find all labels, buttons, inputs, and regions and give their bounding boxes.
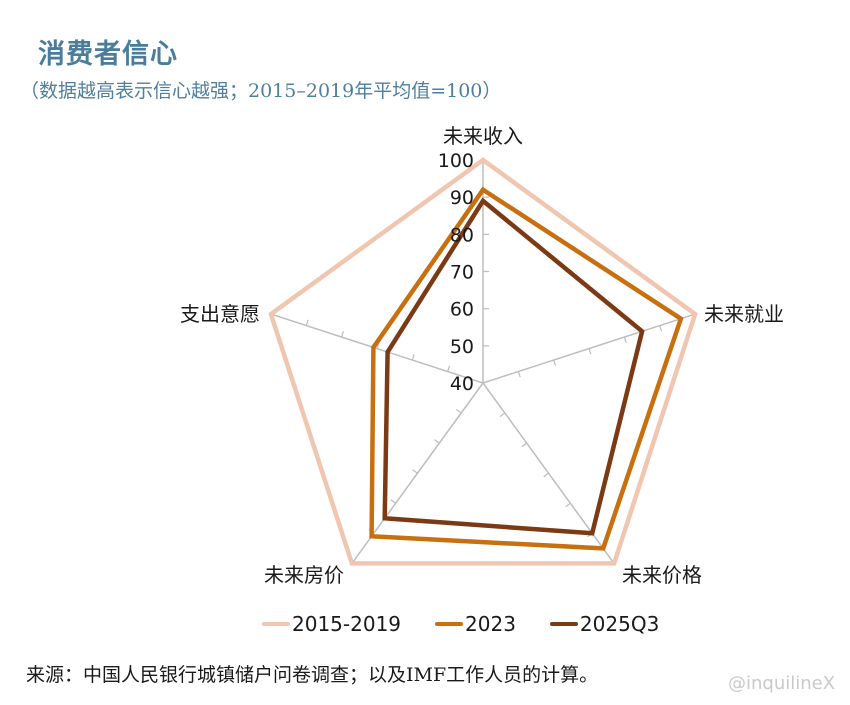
tick-mark	[434, 439, 440, 444]
axis-label: 支出意愿	[180, 302, 260, 326]
legend-label: 2015-2019	[292, 612, 402, 636]
tick-mark	[305, 319, 309, 326]
series-2023	[369, 186, 684, 551]
watermark: @inquilineX	[728, 673, 836, 694]
tick-label: 70	[450, 262, 474, 284]
tick-label: 50	[450, 336, 474, 358]
tick-mark	[659, 325, 663, 332]
tick-mark	[517, 371, 521, 378]
tick-label: 100	[438, 150, 474, 172]
tick-mark	[390, 499, 396, 504]
source-note: 来源：中国人民银行城镇储户问卷调查；以及IMF工作人员的计算。	[26, 664, 599, 686]
tick-mark	[588, 348, 592, 355]
legend-item-2023: 2023	[435, 612, 516, 636]
legend-label: 2025Q3	[579, 612, 660, 636]
legend: 2015-2019 2023 2025Q3	[262, 612, 659, 636]
legend-swatch-icon	[549, 622, 578, 626]
tick-label: 80	[450, 224, 474, 246]
legend-item-2025q3: 2025Q3	[549, 612, 660, 636]
tick-label: 90	[450, 187, 474, 209]
tick-mark	[455, 409, 462, 414]
tick-mark	[623, 336, 627, 343]
tick-mark	[341, 331, 345, 338]
tick-mark	[447, 365, 451, 372]
tick-mark	[565, 502, 571, 508]
tick-mark	[543, 472, 549, 478]
tick-mark	[411, 354, 415, 361]
axis-label: 未来房价	[264, 563, 344, 587]
chart-title: 消费者信心	[38, 39, 178, 70]
tick-mark	[553, 359, 557, 366]
legend-swatch-icon	[262, 622, 290, 626]
tick-mark	[499, 412, 506, 418]
axis-label: 未来就业	[704, 302, 784, 326]
tick-label: 60	[450, 299, 474, 321]
tick-mark	[412, 469, 418, 474]
tick-label: 40	[450, 373, 474, 395]
series-2015-2019	[268, 157, 698, 566]
chart-subtitle: （数据越高表示信心越强；2015–2019年平均值=100）	[20, 80, 502, 102]
radial-tick-labels: 40 50 60 70 80 90 100	[438, 150, 474, 395]
legend-swatch-icon	[435, 622, 464, 626]
axis-label: 未来收入	[443, 124, 523, 148]
tick-mark	[521, 442, 528, 448]
legend-item-2015-2019: 2015-2019	[262, 612, 401, 636]
radar-series	[268, 157, 698, 566]
legend-label: 2023	[465, 612, 516, 636]
series-2025Q3	[382, 197, 645, 536]
axis-label: 未来价格	[622, 563, 702, 587]
